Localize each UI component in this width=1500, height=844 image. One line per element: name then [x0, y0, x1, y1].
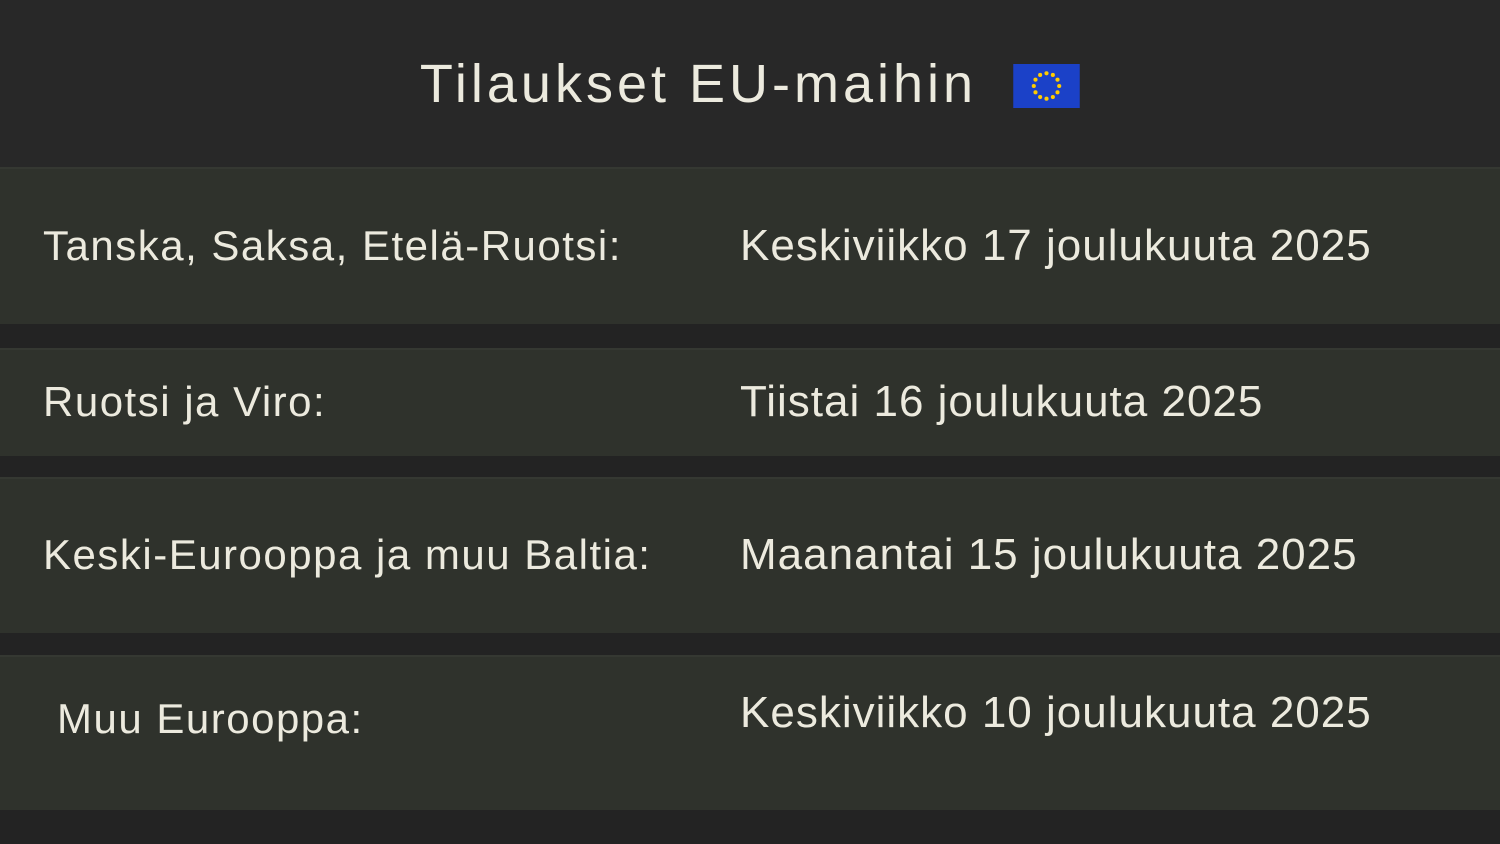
deadline-date: Keskiviikko 10 joulukuuta 2025: [740, 687, 1372, 737]
table-row: Ruotsi ja Viro: Tiistai 16 joulukuuta 20…: [0, 348, 1500, 456]
page-header: Tilaukset EU-maihin: [0, 0, 1500, 167]
deadline-date: Maanantai 15 joulukuuta 2025: [740, 530, 1358, 579]
table-row: Tanska, Saksa, Etelä-Ruotsi: Keskiviikko…: [0, 167, 1500, 324]
region-label: Tanska, Saksa, Etelä-Ruotsi:: [43, 221, 622, 269]
page-title: Tilaukset EU-maihin: [419, 53, 978, 114]
table-row: Muu Eurooppa: Keskiviikko 10 joulukuuta …: [0, 655, 1500, 810]
table-row: Keski-Eurooppa ja muu Baltia: Maanantai …: [0, 477, 1500, 633]
region-label: Ruotsi ja Viro:: [43, 378, 327, 425]
region-label: Muu Eurooppa:: [57, 694, 364, 742]
region-label: Keski-Eurooppa ja muu Baltia:: [43, 531, 652, 578]
deadline-date: Tiistai 16 joulukuuta 2025: [740, 377, 1264, 426]
deadline-date: Keskiviikko 17 joulukuuta 2025: [740, 220, 1372, 270]
eu-flag-icon: [1013, 63, 1080, 108]
